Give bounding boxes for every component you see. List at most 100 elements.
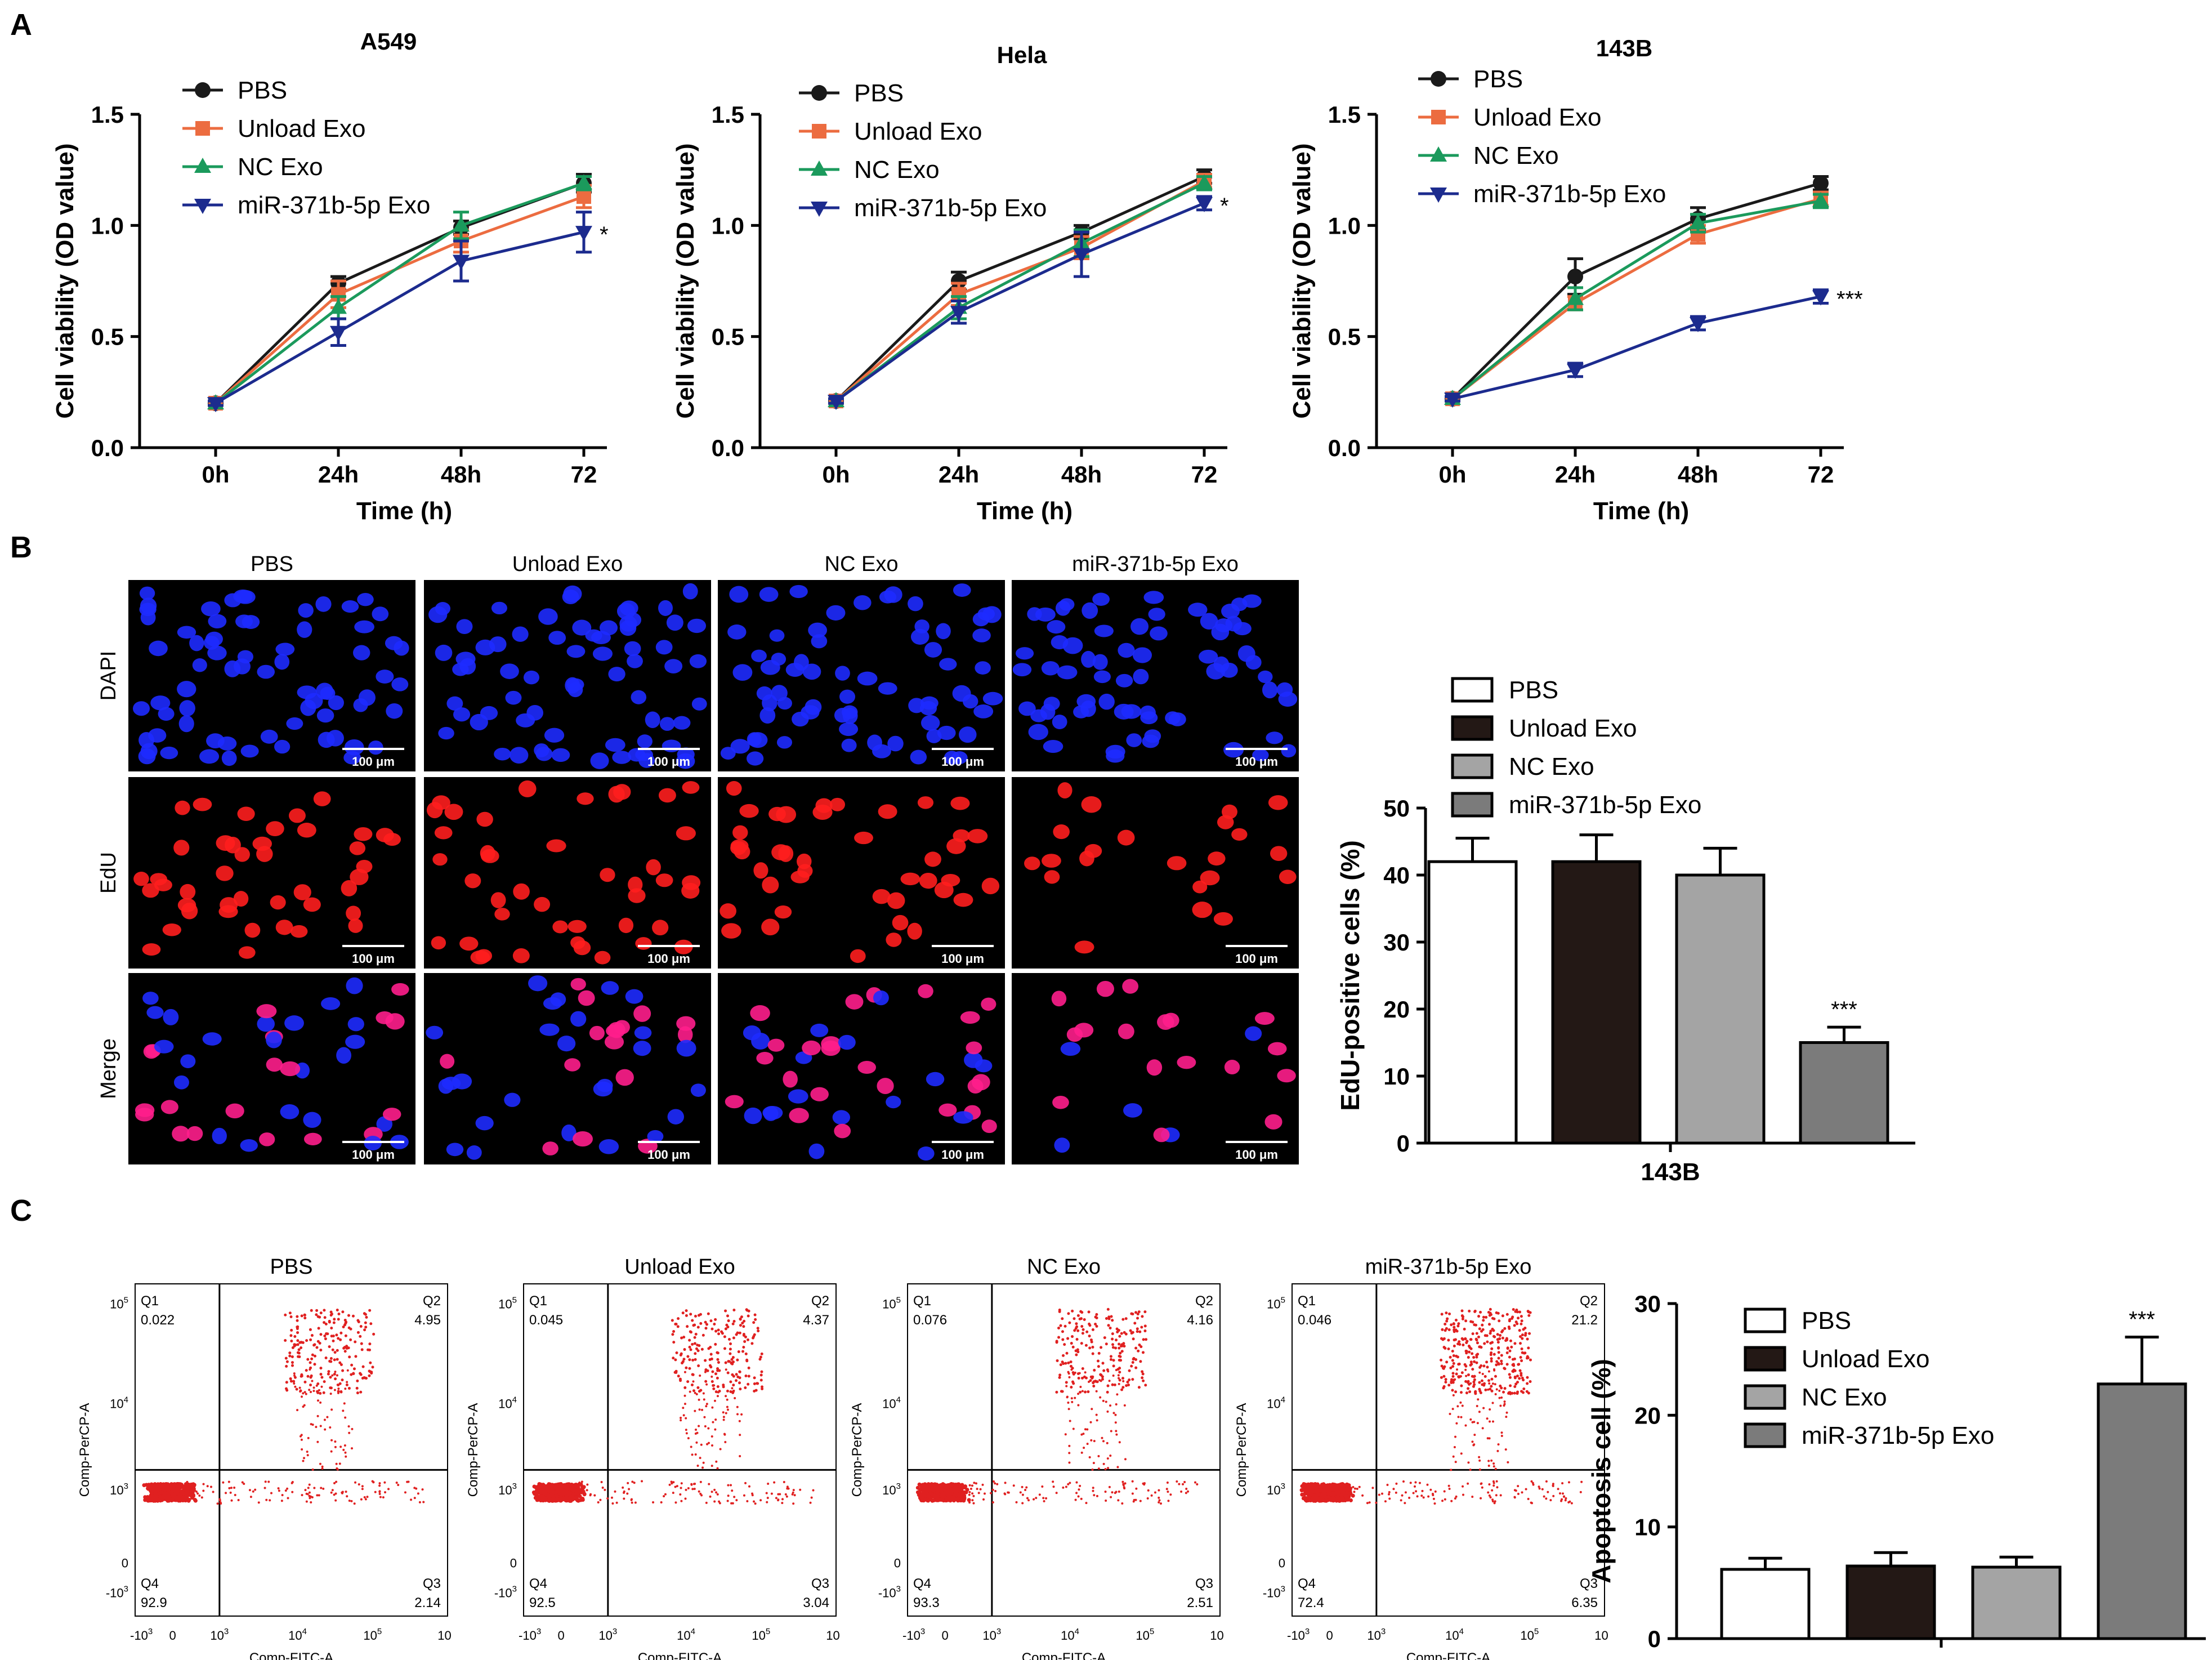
nucleus — [962, 694, 978, 709]
event-dot — [979, 1488, 982, 1491]
quadrant-value-q2: 4.16 — [1187, 1313, 1213, 1328]
flow-plot-title: Unload Exo — [624, 1255, 735, 1279]
event-dot — [1452, 1394, 1455, 1396]
nucleus — [676, 1016, 696, 1031]
event-dot — [704, 1320, 707, 1324]
event-dot — [634, 1501, 637, 1504]
event-dot — [1064, 1362, 1067, 1365]
event-dot — [1488, 1314, 1491, 1317]
event-dot — [714, 1329, 718, 1333]
event-dot — [983, 1492, 986, 1495]
event-dot — [151, 1498, 156, 1503]
event-dot — [1134, 1358, 1138, 1362]
event-dot — [740, 1413, 743, 1416]
quadrant-name: Q2 — [1580, 1293, 1598, 1309]
event-dot — [1146, 1497, 1149, 1500]
event-dot — [710, 1357, 713, 1360]
event-dot — [1136, 1317, 1139, 1320]
flow-x-tick-label: 105 — [1136, 1627, 1154, 1643]
event-dot — [714, 1372, 717, 1376]
event-dot — [702, 1461, 705, 1464]
nucleus — [490, 892, 506, 908]
nucleus — [391, 677, 409, 691]
event-dot — [172, 1482, 177, 1487]
event-dot — [540, 1488, 544, 1492]
nucleus — [510, 747, 529, 764]
nucleus — [853, 595, 872, 610]
event-dot — [333, 1482, 336, 1485]
event-dot — [1347, 1496, 1350, 1499]
event-dot — [319, 1367, 323, 1370]
event-dot — [732, 1389, 735, 1392]
event-dot — [1110, 1430, 1112, 1433]
event-dot — [1082, 1328, 1085, 1331]
event-dot — [725, 1412, 727, 1414]
microscopy-column-label: Unload Exo — [512, 552, 623, 576]
flow-x-tick-label: 105 — [1520, 1627, 1539, 1643]
nucleus — [936, 623, 951, 640]
event-dot — [726, 1389, 729, 1393]
nucleus — [372, 606, 389, 622]
flow-plot-title: PBS — [270, 1255, 312, 1279]
event-dot — [355, 1386, 359, 1390]
data-point — [1813, 175, 1829, 191]
nucleus — [1132, 647, 1152, 663]
event-dot — [716, 1395, 719, 1398]
event-dot — [1116, 1330, 1119, 1333]
event-dot — [1196, 1483, 1199, 1486]
data-point — [1567, 289, 1584, 305]
tick-exponent: 4 — [1075, 1627, 1079, 1636]
event-dot — [729, 1347, 732, 1351]
event-dot — [996, 1483, 999, 1485]
event-dot — [146, 1483, 151, 1487]
y-tick-label: 1.5 — [712, 101, 744, 128]
y-tick-label: 0.5 — [1328, 324, 1361, 350]
event-dot — [1052, 1485, 1055, 1488]
event-dot — [1065, 1351, 1069, 1355]
event-dot — [307, 1487, 310, 1489]
event-dot — [321, 1465, 324, 1468]
microscopy-row-label: Merge — [97, 1038, 120, 1099]
event-dot — [761, 1385, 764, 1389]
event-dot — [715, 1460, 718, 1463]
nucleus — [605, 738, 625, 752]
event-dot — [705, 1405, 708, 1408]
event-dot — [1475, 1361, 1478, 1364]
nucleus — [426, 1025, 444, 1039]
event-dot — [1520, 1315, 1523, 1318]
data-point — [1812, 290, 1829, 306]
event-dot — [1451, 1375, 1455, 1378]
event-dot — [1118, 1342, 1121, 1346]
event-dot — [1561, 1492, 1564, 1495]
event-dot — [1508, 1349, 1512, 1353]
bar — [1551, 860, 1642, 1145]
event-dot — [1459, 1375, 1462, 1378]
event-dot — [963, 1494, 966, 1497]
flow-x-tick-label: 0 — [557, 1628, 564, 1643]
event-dot — [1454, 1461, 1457, 1463]
event-dot — [328, 1345, 331, 1349]
microscopy-tile: 100 μm — [718, 777, 1005, 969]
tick-base: 10 — [1210, 1628, 1223, 1643]
event-dot — [1468, 1390, 1472, 1394]
event-dot — [1402, 1480, 1405, 1483]
event-dot — [1128, 1369, 1131, 1372]
bar — [1427, 860, 1518, 1145]
flow-x-tick-label: -103 — [1287, 1627, 1310, 1643]
event-dot — [727, 1360, 730, 1363]
microscopy-tile: 100 μm — [128, 580, 415, 771]
event-dot — [1304, 1490, 1309, 1494]
legend-marker — [1431, 71, 1446, 87]
event-dot — [751, 1494, 754, 1497]
event-dot — [1088, 1335, 1091, 1338]
event-dot — [1480, 1329, 1483, 1333]
event-dot — [329, 1386, 333, 1390]
event-dot — [1495, 1388, 1498, 1391]
event-dot — [1131, 1480, 1134, 1483]
event-dot — [672, 1341, 676, 1344]
event-dot — [1093, 1440, 1096, 1443]
nucleus — [1118, 1023, 1134, 1039]
event-dot — [1469, 1320, 1473, 1323]
event-dot — [284, 1356, 288, 1360]
